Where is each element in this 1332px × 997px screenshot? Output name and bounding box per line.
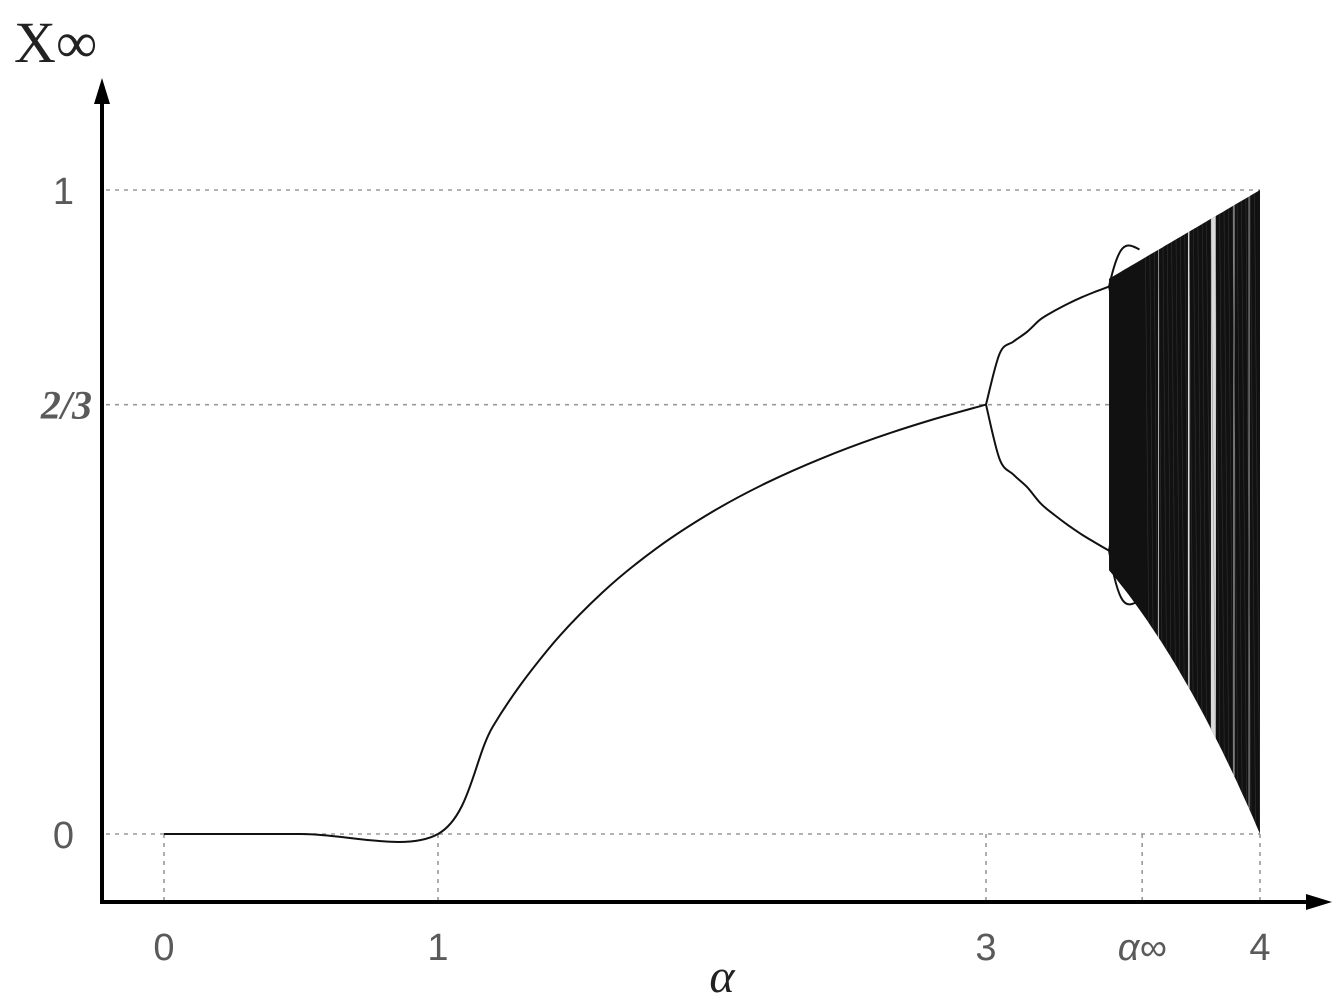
- chaos-texture-line: [1245, 190, 1252, 834]
- y-tick-label: 0: [53, 815, 74, 857]
- x-tick-label: α∞: [1118, 927, 1167, 969]
- chaos-texture-line: [1219, 190, 1226, 834]
- periodic-window: [1187, 190, 1190, 834]
- y-tick-label: 1: [53, 171, 74, 213]
- chaos-texture-line: [1249, 190, 1256, 834]
- chaos-texture-line: [1227, 190, 1234, 834]
- chaos-texture-line: [1236, 190, 1243, 834]
- guide-lines: [106, 189, 1261, 902]
- chaos-texture-line: [1223, 190, 1230, 834]
- tick-labels: 0 2/3 1 0 1 3 α∞ 4: [40, 171, 1271, 969]
- x-tick-label: 0: [153, 927, 174, 969]
- x-tick-label: 4: [1249, 927, 1270, 969]
- periodic-window: [1233, 190, 1235, 834]
- chaotic-region: [1109, 190, 1260, 834]
- x-tick-label: 1: [427, 927, 448, 969]
- x-axis-title: α: [709, 950, 735, 997]
- chaos-texture-line: [1254, 190, 1260, 834]
- chaos-fill: [1109, 190, 1260, 834]
- y-axis-arrow-icon: [94, 78, 110, 104]
- chaos-texture-line: [1214, 190, 1221, 834]
- bifurcation-curves: [163, 244, 1140, 843]
- y-tick-label: 2/3: [40, 383, 92, 428]
- x-tick-label: 3: [975, 927, 996, 969]
- y-axis-title: X∞: [14, 10, 97, 75]
- chaos-texture-line: [1232, 190, 1239, 834]
- chaos-texture-line: [1241, 190, 1248, 834]
- periodic-window: [1248, 190, 1250, 834]
- x-axis-arrow-icon: [1306, 894, 1332, 910]
- stable-branch-line: [163, 403, 987, 843]
- chaos-texture-line: [1210, 190, 1217, 834]
- chaos-texture-line: [1205, 190, 1213, 834]
- periodic-window: [1158, 190, 1160, 834]
- stable-branch-line: [985, 404, 1110, 552]
- stable-branch-line: [985, 285, 1110, 405]
